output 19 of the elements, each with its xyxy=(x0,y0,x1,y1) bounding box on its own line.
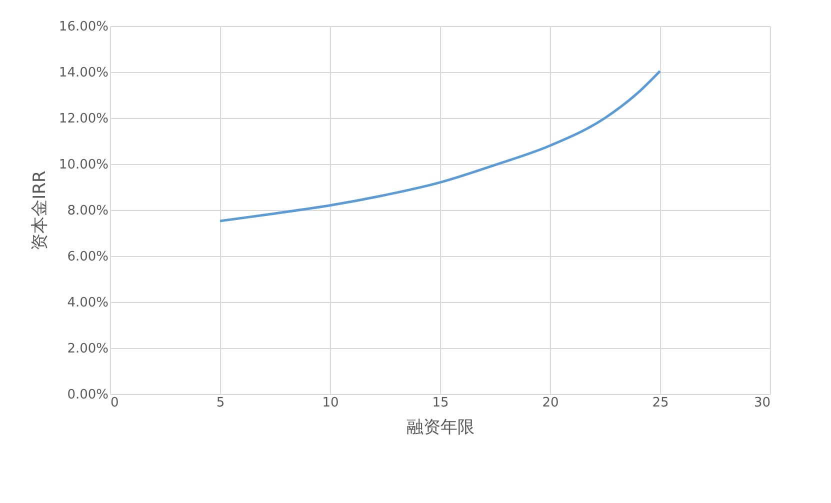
x-tick-label: 10 xyxy=(322,396,339,410)
y-tick-label: 6.00% xyxy=(67,250,108,264)
y-tick-label: 12.00% xyxy=(58,112,108,126)
y-tick-label: 4.00% xyxy=(67,296,108,310)
y-tick-label: 14.00% xyxy=(58,66,108,80)
x-axis-title: 融资年限 xyxy=(406,418,474,438)
y-axis-title: 资本金IRR xyxy=(30,170,50,250)
y-tick-label: 10.00% xyxy=(58,158,108,172)
y-tick-label: 0.00% xyxy=(67,388,108,402)
y-tick-label: 2.00% xyxy=(67,342,108,356)
x-tick-label: 30 xyxy=(754,396,770,410)
y-tick-label: 16.00% xyxy=(58,20,108,34)
x-tick-label: 20 xyxy=(542,396,559,410)
x-tick-label: 15 xyxy=(432,396,449,410)
x-tick-label: 0 xyxy=(110,396,119,410)
y-tick-label: 8.00% xyxy=(67,204,108,218)
line-series xyxy=(218,70,662,222)
x-tick-label: 5 xyxy=(216,396,225,410)
x-tick-label: 25 xyxy=(652,396,669,410)
